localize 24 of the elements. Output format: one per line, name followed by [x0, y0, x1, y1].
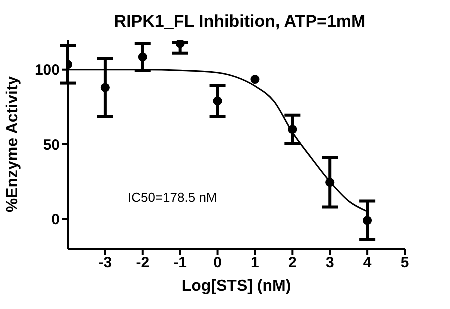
- y-tick-label: 50: [43, 136, 60, 154]
- y-axis-title: %Enzyme Activity: [4, 76, 22, 213]
- x-tick-label: 5: [400, 254, 410, 272]
- x-tick-label: 1: [251, 254, 260, 272]
- x-tick-label: 4: [363, 254, 372, 272]
- x-tick-label: -3: [98, 254, 112, 272]
- point: [138, 52, 148, 62]
- x-axis-title: Log[STS] (nM): [182, 278, 292, 295]
- point: [100, 83, 110, 92]
- point: [326, 178, 335, 188]
- point: [288, 125, 298, 134]
- x-tick-label: 0: [214, 254, 222, 272]
- point: [176, 40, 185, 48]
- x-tick-label: 2: [288, 254, 297, 272]
- point: [250, 75, 260, 84]
- point: [213, 96, 222, 106]
- y-tick-label: 0: [52, 211, 60, 228]
- y-tick-label: 100: [34, 62, 60, 80]
- chart-title: RIPK1_FL Inhibition, ATP=1mM: [113, 12, 367, 32]
- annotation: IC50=178.5 nM: [128, 190, 218, 205]
- x-tick-label: -1: [174, 254, 188, 272]
- x-tick-label: 3: [326, 254, 334, 272]
- point: [363, 216, 372, 226]
- x-tick-label: -2: [136, 254, 150, 272]
